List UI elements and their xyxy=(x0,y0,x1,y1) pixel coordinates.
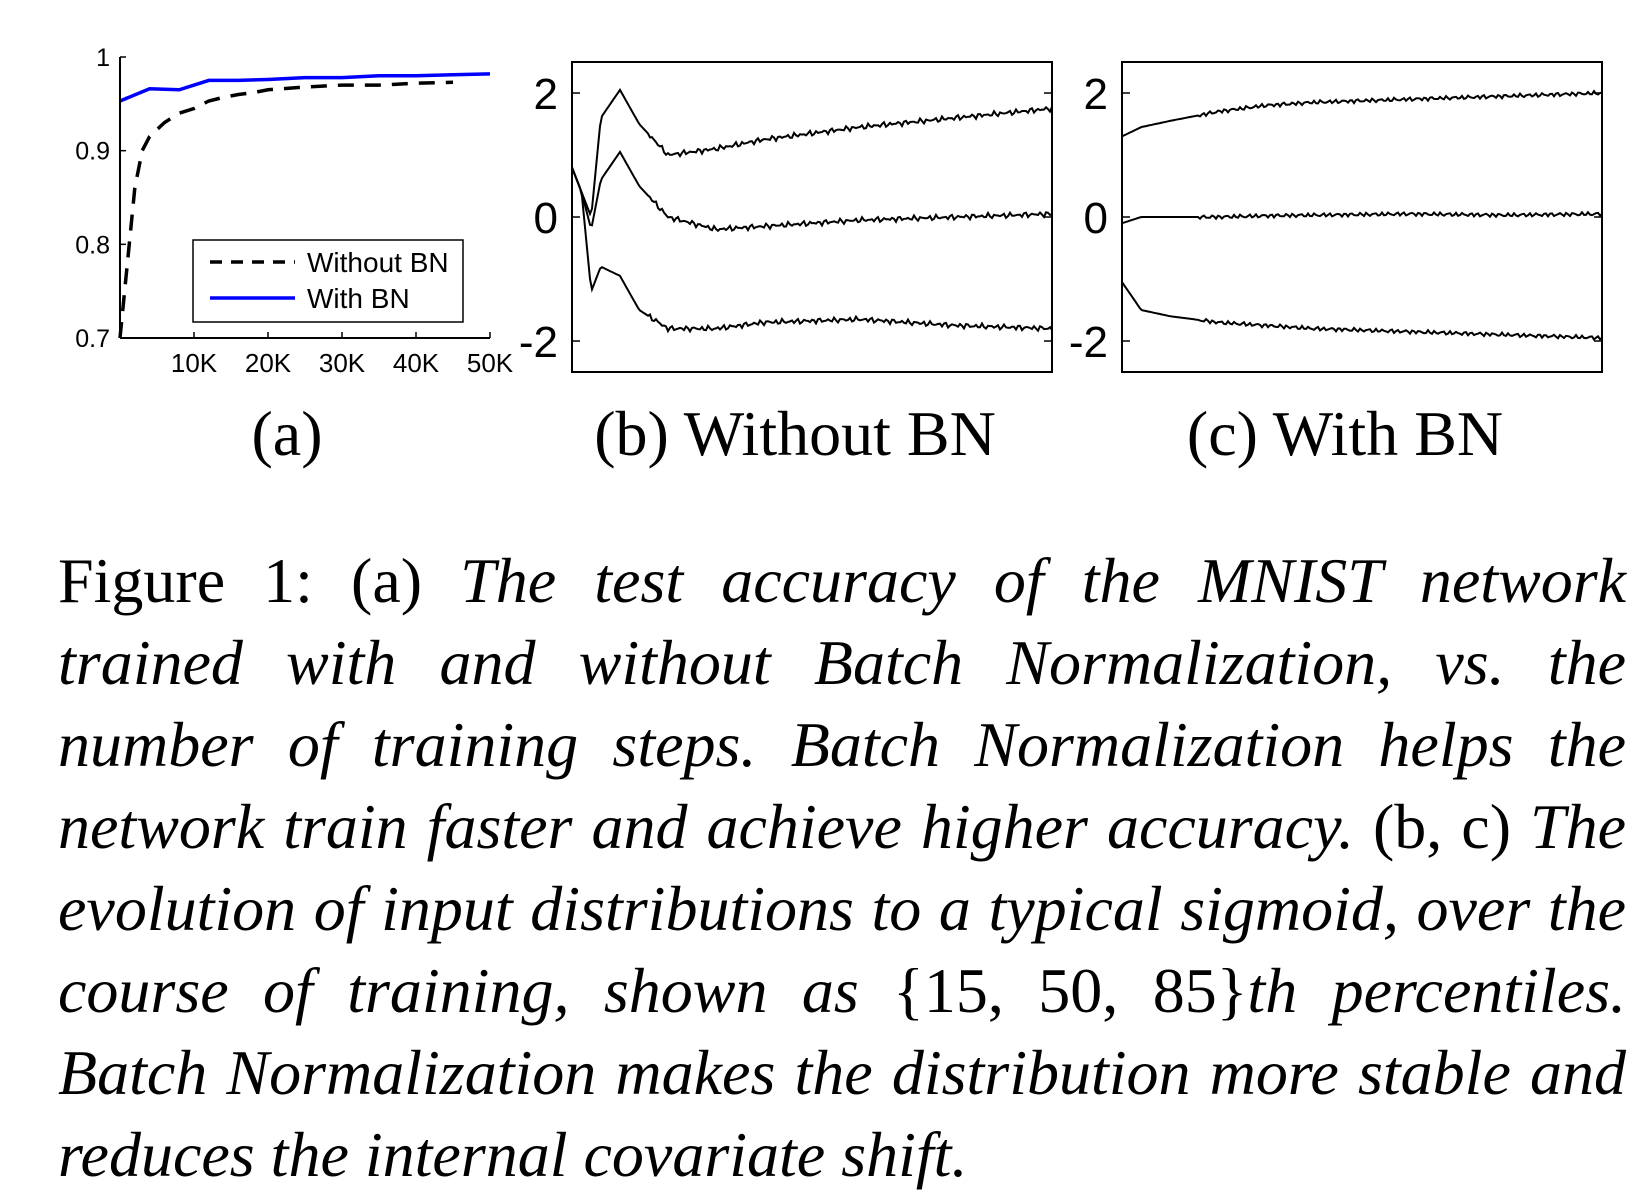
percentile-line xyxy=(571,167,1053,334)
caption-part-bc-2: th percentiles. Batch Normalization make… xyxy=(58,955,1627,1190)
caption-prefix: Figure 1: (a) xyxy=(58,545,461,616)
figure-caption: Figure 1: (a) The test accuracy of the M… xyxy=(58,540,1626,1196)
panel-a-ticks: 10K 20K 30K 40K 50K 0.7 0.8 0.9 1 xyxy=(75,44,514,378)
panel-b-series-group xyxy=(571,88,1053,334)
y-tick-label: 0.7 xyxy=(75,325,110,353)
series-line-without-bn xyxy=(118,80,454,339)
y-tick-label: 0.9 xyxy=(75,138,110,166)
panel-b-without-bn-chart: -2 0 2 (b) Without BN xyxy=(519,61,1053,469)
x-tick-label: 30K xyxy=(319,348,366,378)
y-tick-label: 0 xyxy=(534,194,558,243)
y-tick-label: 2 xyxy=(534,70,558,119)
y-tick-label: 2 xyxy=(1084,70,1108,119)
panel-a-accuracy-chart: 10K 20K 30K 40K 50K 0.7 0.8 0.9 1 Without BN Wit… xyxy=(75,44,514,469)
panel-b-label: (b) Without BN xyxy=(594,398,996,469)
percentile-line xyxy=(571,88,1053,217)
legend-label-without-bn: Without BN xyxy=(307,247,449,278)
caption-percentiles: {15, 50, 85} xyxy=(893,955,1248,1026)
panel-c-with-bn-chart: -2 0 2 (c) With BN xyxy=(1069,61,1603,469)
panel-c-label: (c) With BN xyxy=(1187,398,1503,469)
percentile-line xyxy=(1121,210,1603,225)
caption-bc-label: (b, c) xyxy=(1353,791,1531,862)
panel-a-legend: Without BN With BN xyxy=(192,239,464,323)
legend-box xyxy=(192,239,464,323)
caption-part-a: The test accuracy of the MNIST network t… xyxy=(58,545,1627,862)
panel-a-series-group xyxy=(118,72,491,339)
y-tick-label: -2 xyxy=(1069,318,1108,367)
panel-a-label: (a) xyxy=(251,398,322,469)
panel-c-ticks: -2 0 2 xyxy=(1069,70,1602,367)
y-tick-label: 1 xyxy=(96,44,110,72)
panel-c-series-group xyxy=(1121,89,1603,342)
percentile-line xyxy=(571,150,1053,233)
percentile-line xyxy=(1121,281,1603,342)
panel-b-ticks: -2 0 2 xyxy=(519,70,1052,367)
legend-label-with-bn: With BN xyxy=(307,283,410,314)
caption-part-bc-1: The evolution of input distributions to … xyxy=(58,791,1627,1026)
y-tick-label: -2 xyxy=(519,318,558,367)
y-tick-label: 0.8 xyxy=(75,231,110,259)
x-tick-label: 20K xyxy=(245,348,292,378)
x-tick-label: 10K xyxy=(171,348,218,378)
x-tick-label: 40K xyxy=(393,348,440,378)
percentile-line xyxy=(1121,89,1603,138)
y-tick-label: 0 xyxy=(1084,194,1108,243)
series-line-with-bn xyxy=(119,72,491,103)
x-tick-label: 50K xyxy=(467,348,514,378)
